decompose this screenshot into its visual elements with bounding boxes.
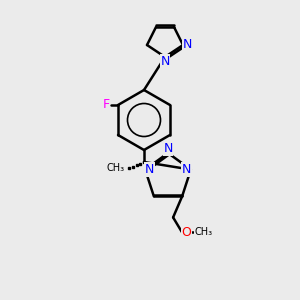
Text: O: O <box>182 226 191 239</box>
Text: N: N <box>160 55 170 68</box>
Text: F: F <box>103 98 110 112</box>
Text: N: N <box>145 163 154 176</box>
Text: N: N <box>182 163 191 176</box>
Text: CH₃: CH₃ <box>194 227 212 237</box>
Text: N: N <box>163 142 173 155</box>
Text: N: N <box>183 38 192 52</box>
Text: CH₃: CH₃ <box>106 163 124 173</box>
